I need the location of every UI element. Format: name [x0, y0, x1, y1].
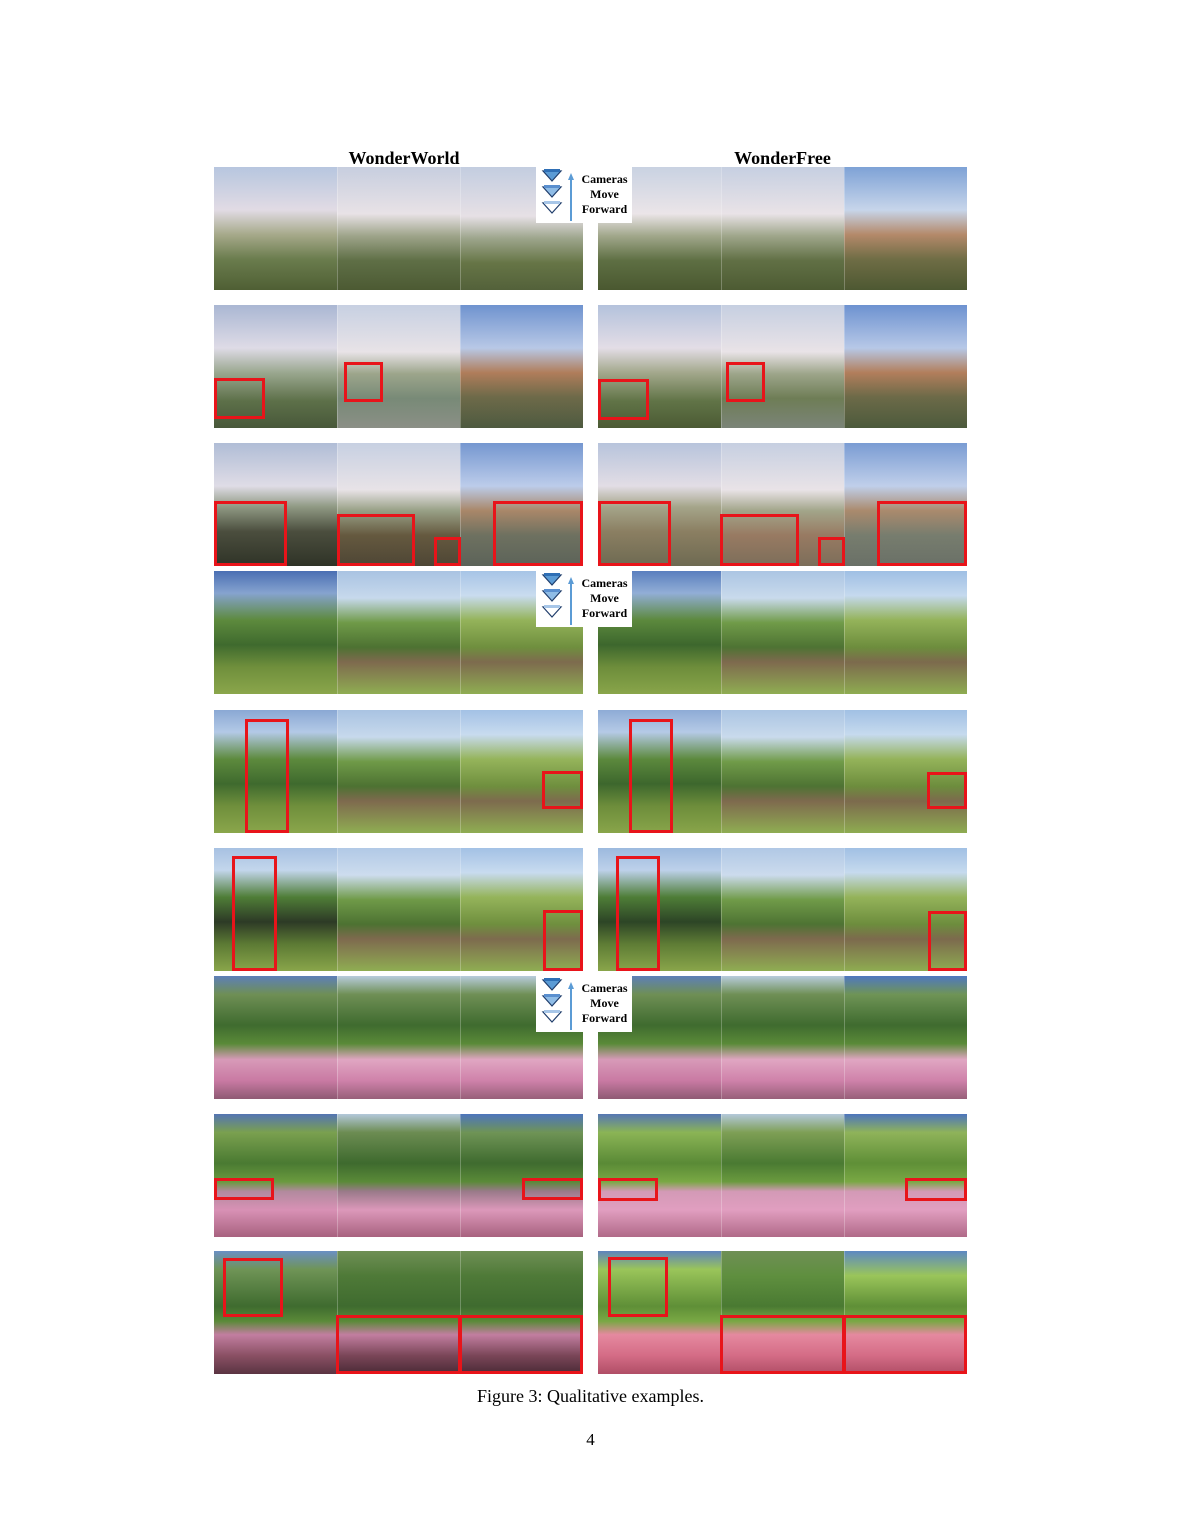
- highlight-box: [598, 379, 649, 420]
- highlight-box: [877, 501, 967, 566]
- highlight-box: [616, 856, 660, 971]
- arrow-up-icon: [568, 982, 574, 1030]
- page-number: 4: [586, 1430, 595, 1449]
- highlight-box: [459, 1315, 583, 1374]
- highlight-box: [608, 1257, 668, 1317]
- camera-legend-3: Cameras Move Forward: [536, 976, 632, 1032]
- highlight-box: [598, 501, 671, 566]
- highlight-box: [232, 856, 277, 971]
- legend-text-cameras: Cameras: [581, 576, 628, 590]
- image-trees-wonderworld-2: [214, 710, 583, 833]
- arrow-up-icon: [568, 577, 574, 625]
- camera-icon: [541, 169, 563, 214]
- legend-text-forward: Forward: [581, 202, 628, 216]
- legend-text-cameras: Cameras: [581, 981, 628, 995]
- image-trees-wonderworld-3: [214, 848, 583, 971]
- image-flowers-wonderfree-1: [598, 976, 967, 1099]
- highlight-box: [726, 362, 765, 402]
- image-trees-wonderfree-3: [598, 848, 967, 971]
- highlight-box: [337, 514, 415, 566]
- highlight-box: [223, 1258, 283, 1317]
- image-flowers-wonderworld-2: [214, 1114, 583, 1237]
- column-title-right: WonderFree: [734, 148, 831, 168]
- legend-text-move: Move: [590, 591, 619, 605]
- highlight-box: [214, 501, 287, 566]
- camera-legend-2: Cameras Move Forward: [536, 571, 632, 627]
- highlight-box: [522, 1178, 583, 1200]
- image-flowers-wonderworld-3: [214, 1251, 583, 1374]
- image-amusement-wonderworld-3: [214, 443, 583, 566]
- image-flowers-wonderfree-2: [598, 1114, 967, 1237]
- highlight-box: [344, 362, 383, 402]
- highlight-box: [493, 501, 583, 566]
- highlight-box: [629, 719, 673, 833]
- highlight-box: [543, 910, 583, 971]
- highlight-box: [598, 1178, 658, 1201]
- highlight-box: [818, 537, 845, 566]
- image-trees-wonderfree-1: [598, 571, 967, 694]
- image-amusement-wonderworld-2: [214, 305, 583, 428]
- highlight-box: [214, 1178, 274, 1200]
- legend-text-move: Move: [590, 996, 619, 1010]
- figure-caption: Figure 3: Qualitative examples.: [477, 1386, 704, 1406]
- highlight-box: [720, 1315, 845, 1374]
- image-trees-wonderworld-1: [214, 571, 583, 694]
- camera-legend-1: Cameras Move Forward: [536, 167, 632, 223]
- highlight-box: [843, 1315, 967, 1374]
- highlight-box: [542, 771, 583, 809]
- camera-icon: [541, 573, 563, 618]
- image-amusement-wonderfree-2: [598, 305, 967, 428]
- highlight-box: [927, 772, 967, 809]
- image-amusement-wonderworld-1: [214, 167, 583, 290]
- legend-text-cameras: Cameras: [581, 172, 628, 186]
- image-trees-wonderfree-2: [598, 710, 967, 833]
- highlight-box: [905, 1178, 967, 1201]
- legend-text-forward: Forward: [581, 1011, 628, 1025]
- highlight-box: [434, 537, 461, 566]
- highlight-box: [336, 1315, 461, 1374]
- legend-text-forward: Forward: [581, 606, 628, 620]
- image-amusement-wonderfree-3: [598, 443, 967, 566]
- image-flowers-wonderworld-1: [214, 976, 583, 1099]
- arrow-up-icon: [568, 173, 574, 221]
- legend-text-move: Move: [590, 187, 619, 201]
- camera-icon: [541, 978, 563, 1023]
- column-title-left: WonderWorld: [348, 148, 460, 168]
- highlight-box: [245, 719, 289, 833]
- image-amusement-wonderfree-1: [598, 167, 967, 290]
- highlight-box: [928, 911, 967, 971]
- highlight-box: [214, 378, 265, 419]
- image-flowers-wonderfree-3: [598, 1251, 967, 1374]
- highlight-box: [720, 514, 799, 566]
